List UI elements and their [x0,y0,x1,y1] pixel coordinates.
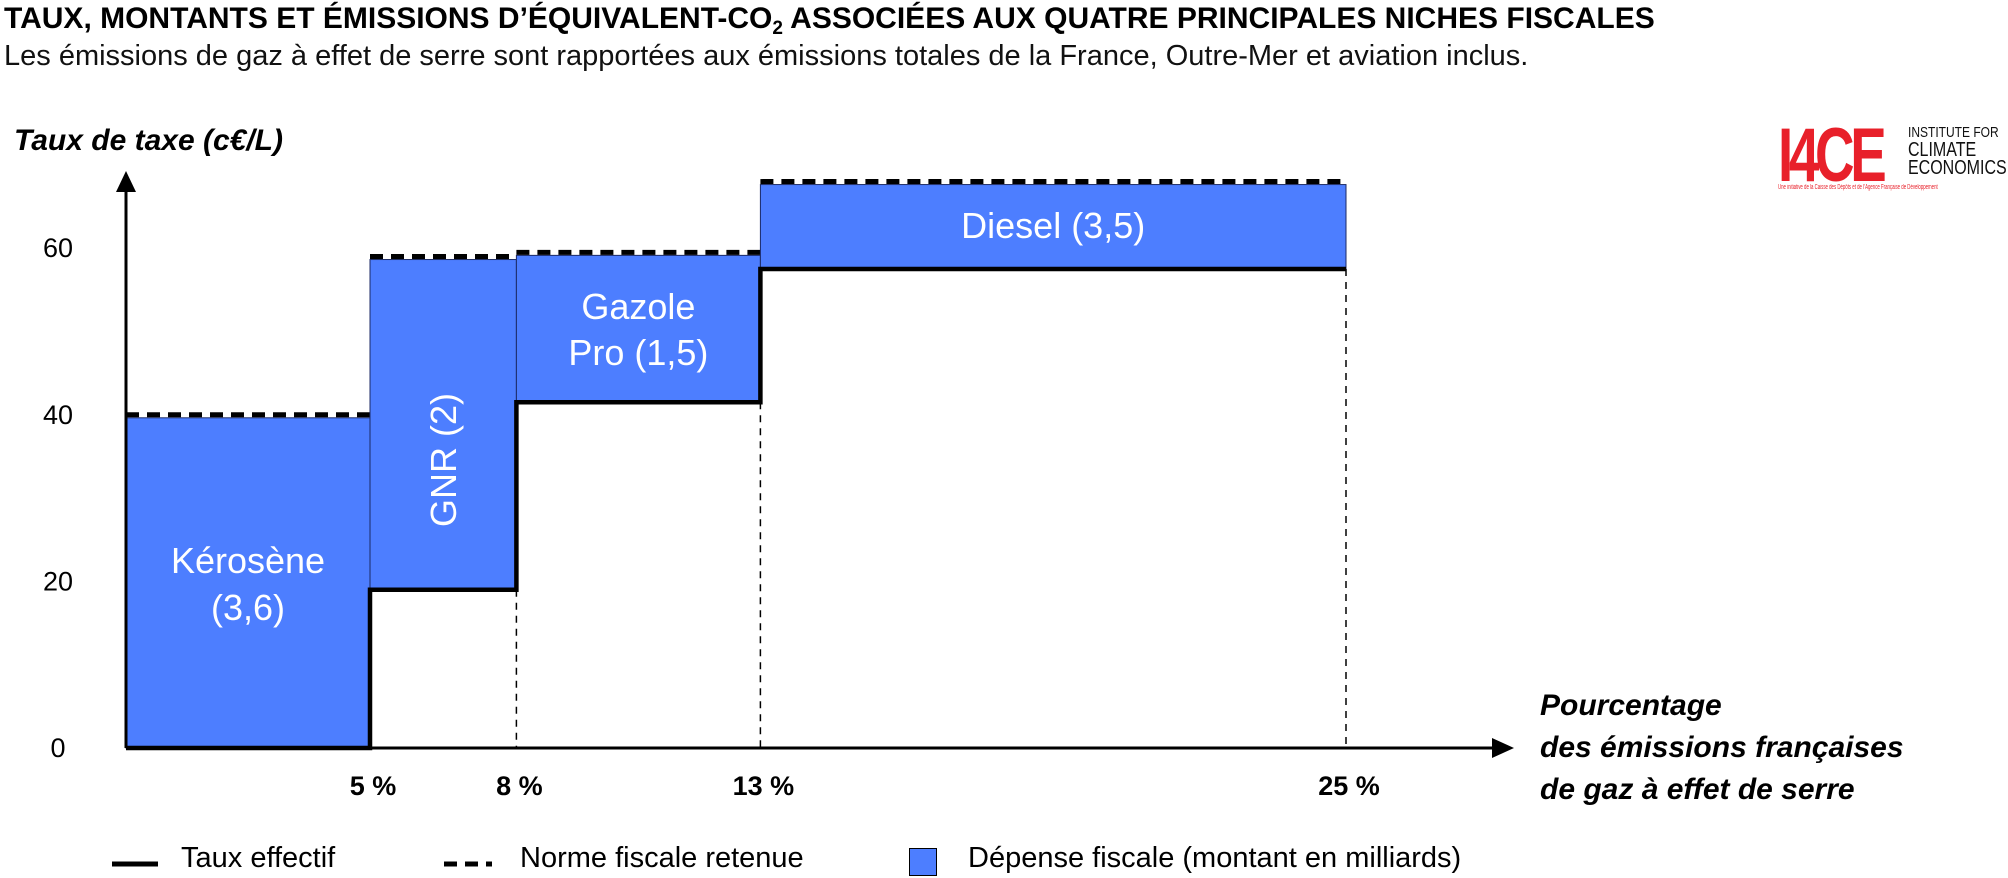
bar-label-diesel: Diesel (3,5) [961,205,1145,246]
x-axis-arrow [1492,738,1514,758]
i4ce-logo: I4CE INSTITUTE FOR CLIMATE ECONOMICS Une… [1778,113,2007,198]
x-tick-label: 8 % [496,771,543,801]
bar-label-kerosene-amount: (3,6) [211,587,285,628]
x-axis-label-line: Pourcentage [1540,689,1722,722]
legend-expense-label: Dépense fiscale (montant en milliards) [968,842,1462,874]
bar-label-kerosene: Kérosène [171,540,325,581]
logo-tagline: Une initiative de la Caisse des Dépôts e… [1778,184,1938,191]
bar-kerosene [125,417,371,749]
legend-effective-swatch [112,861,158,867]
logo-mark: I4CE [1778,113,1887,198]
x-tick-label: 5 % [350,771,397,801]
logo-words: INSTITUTE FOR CLIMATE ECONOMICS [1908,124,2007,179]
legend-expense-swatch [909,848,937,876]
bar-label-gnr: GNR (2) [423,393,464,527]
x-tick-label: 25 % [1318,771,1380,801]
x-tick-label: 13 % [733,771,795,801]
y-tick-label: 60 [43,233,73,263]
effective-rate-line [126,266,1346,751]
y-tick-label: 0 [50,733,65,763]
bar-diesel [759,184,1347,270]
y-tick-label: 20 [43,566,73,596]
chart-title: TAUX, MONTANTS ET ÉMISSIONS D’ÉQUIVALENT… [4,2,1655,39]
y-axis-arrow [116,171,136,192]
legend-norm-swatch [444,861,492,867]
bar-label-gazole-amount: Pro (1,5) [568,332,708,373]
legend-norm-label: Norme fiscale retenue [520,842,804,874]
bar-gazole-pro [515,254,761,403]
x-axis-label-line: des émissions françaises [1540,731,1904,764]
x-axis-label-line: de gaz à effet de serre [1540,773,1855,806]
y-tick-label: 40 [43,400,73,430]
bar-label-gazole: Gazole [581,286,695,327]
y-axis-label: Taux de taxe (c€/L) [14,124,283,157]
legend-effective-label: Taux effectif [181,842,336,874]
chart-subtitle: Les émissions de gaz à effet de serre so… [4,40,1529,72]
